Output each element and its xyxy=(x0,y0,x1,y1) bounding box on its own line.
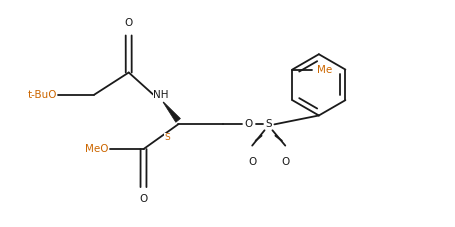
Polygon shape xyxy=(163,102,181,122)
Text: t-BuO: t-BuO xyxy=(28,90,57,100)
Text: S: S xyxy=(265,119,272,129)
Text: O: O xyxy=(125,18,133,28)
Text: S: S xyxy=(164,133,170,142)
Text: O: O xyxy=(281,158,289,168)
Text: O: O xyxy=(248,158,256,168)
Text: O: O xyxy=(139,195,148,205)
Text: Me: Me xyxy=(317,64,332,74)
Text: MeO: MeO xyxy=(86,144,109,154)
Text: O: O xyxy=(245,119,253,129)
Text: NH: NH xyxy=(153,90,168,100)
